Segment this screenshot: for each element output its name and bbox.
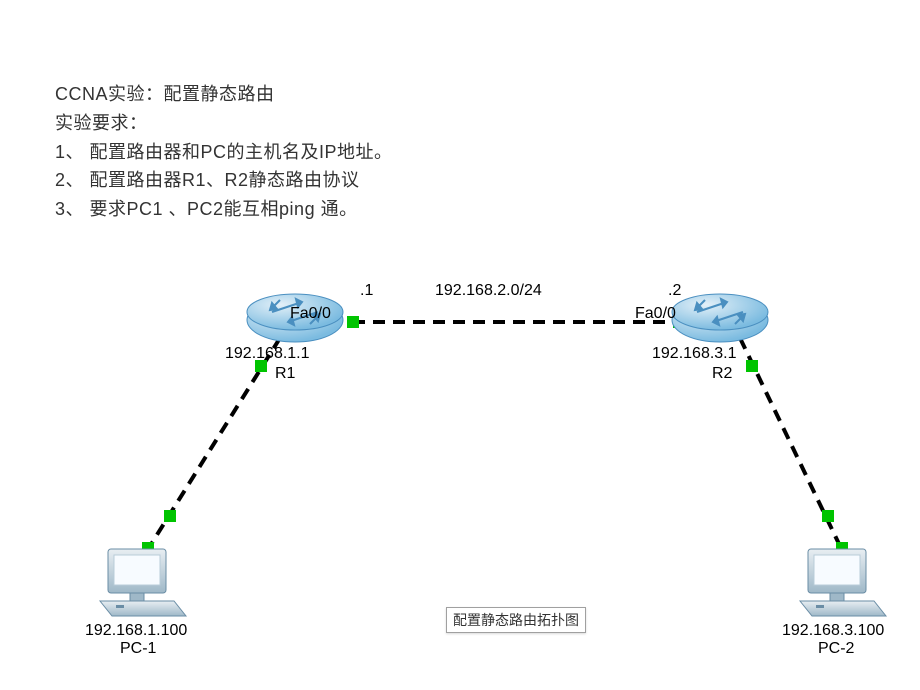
link-network-label: 192.168.2.0/24 — [435, 282, 542, 300]
r1-interface-label: Fa0/0 — [290, 305, 331, 323]
r1-name-label: R1 — [275, 365, 295, 383]
r1-ip-label: 192.168.1.1 — [225, 345, 310, 363]
pc1-name-label: PC-1 — [120, 640, 156, 658]
r2-ip-label: 192.168.3.1 — [652, 345, 737, 363]
r2-subif-label: .2 — [668, 282, 681, 300]
pc2-name-label: PC-2 — [818, 640, 854, 658]
port-status-icon — [347, 316, 359, 328]
port-status-icon — [164, 510, 176, 522]
slide: CCNA实验：配置静态路由 实验要求： 1、 配置路由器和PC的主机名及IP地址… — [0, 0, 920, 690]
port-status-icon — [822, 510, 834, 522]
pc2-ip-label: 192.168.3.100 — [782, 622, 884, 640]
r2-name-label: R2 — [712, 365, 732, 383]
network-diagram — [0, 0, 920, 690]
pc-2 — [800, 549, 886, 616]
router-r2 — [672, 294, 768, 342]
pc1-ip-label: 192.168.1.100 — [85, 622, 187, 640]
port-status-icon — [746, 360, 758, 372]
r1-subif-label: .1 — [360, 282, 373, 300]
r2-interface-label: Fa0/0 — [635, 305, 676, 323]
diagram-tooltip: 配置静态路由拓扑图 — [446, 607, 586, 633]
pc-1 — [100, 549, 186, 616]
